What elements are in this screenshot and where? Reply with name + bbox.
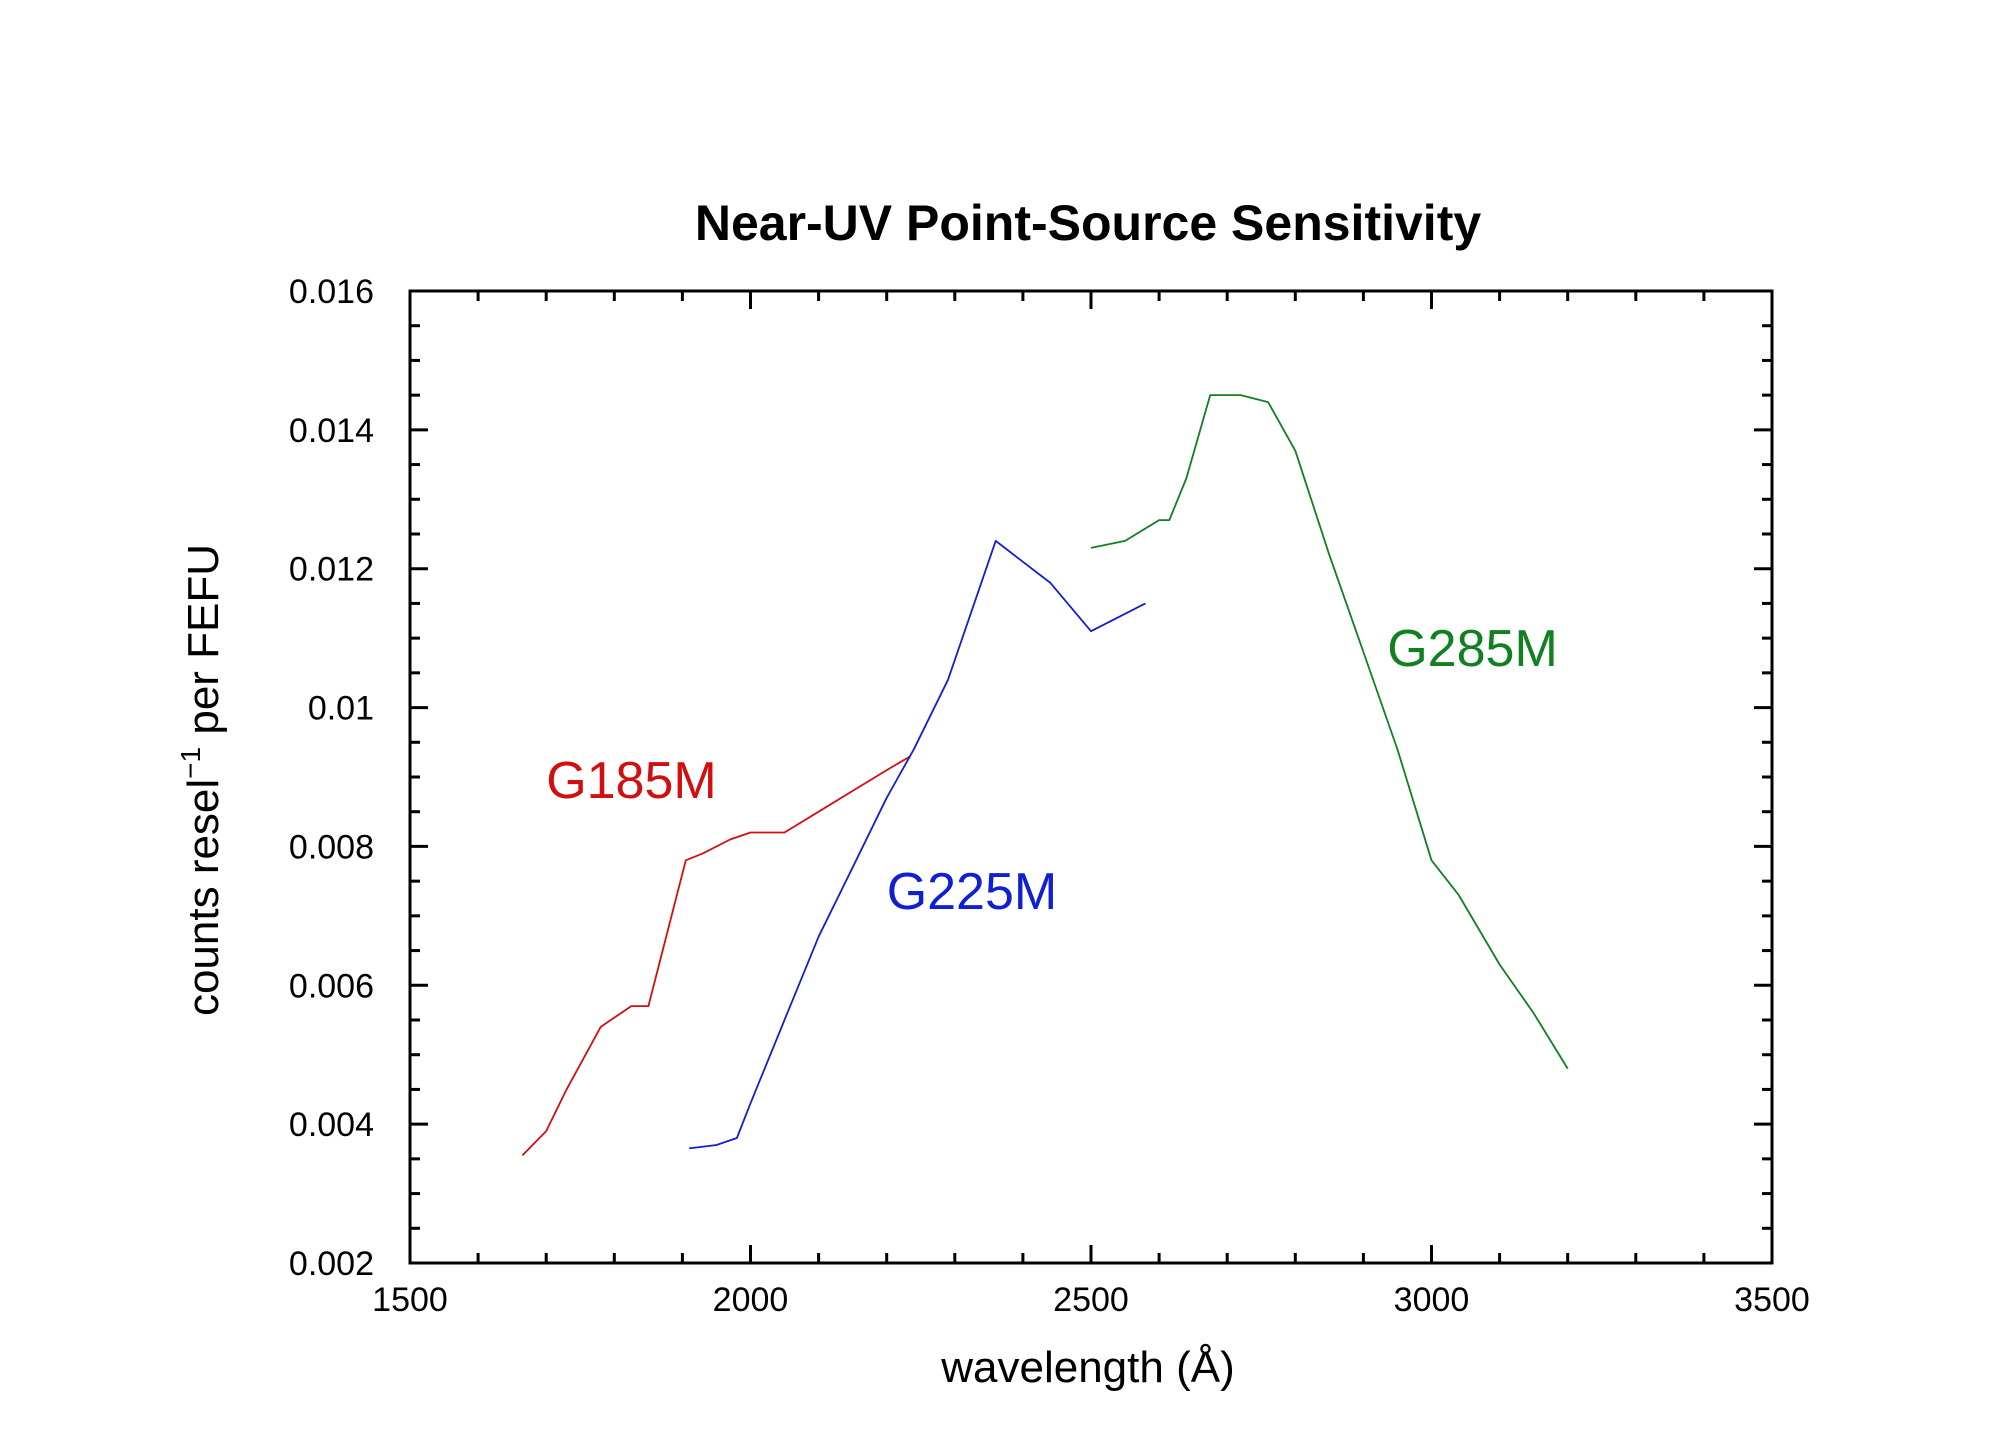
y-axis-label-sup: −1 (175, 747, 206, 779)
y-axis-label-tail: per FEFU (179, 544, 228, 747)
y-tick-label: 0.008 (289, 828, 374, 866)
y-tick-label: 0.012 (289, 551, 374, 589)
x-tick-label: 3000 (1394, 1281, 1470, 1319)
y-tick-label: 0.01 (308, 690, 374, 728)
y-tick-label: 0.014 (289, 412, 374, 450)
y-tick-label: 0.006 (289, 967, 374, 1005)
y-tick-label: 0.002 (289, 1245, 374, 1283)
series-line-g225m (689, 540, 1146, 1150)
series-label-g185m: G185M (546, 752, 717, 810)
x-tick-label: 3500 (1734, 1281, 1810, 1319)
series-annotations: G185M G225M G285M (546, 620, 1558, 921)
x-tick-labels: 1500 2000 2500 3000 3500 (372, 1281, 1810, 1319)
axis-ticks (408, 289, 1774, 1265)
y-tick-labels: 0.002 0.004 0.006 0.008 0.01 0.012 0.014 0.016 (289, 273, 374, 1283)
series-label-g285m: G285M (1387, 620, 1558, 678)
y-axis-label: counts resel−1 per FEFU (175, 544, 228, 1016)
y-tick-label: 0.016 (289, 273, 374, 311)
plot-frame (408, 289, 1774, 1265)
x-tick-label: 2500 (1053, 1281, 1129, 1319)
y-tick-label: 0.004 (289, 1106, 374, 1144)
chart-title: Near-UV Point-Source Sensitivity (695, 195, 1481, 251)
series-line-g185m (521, 755, 911, 1157)
x-axis-label: wavelength (Å) (940, 1343, 1234, 1392)
x-tick-label: 1500 (372, 1281, 448, 1319)
series-label-g225m: G225M (887, 863, 1058, 921)
y-axis-label-main: counts resel (179, 779, 228, 1016)
series-line-g285m (1090, 394, 1569, 1070)
series-layer (521, 394, 1569, 1157)
x-tick-label: 2000 (713, 1281, 789, 1319)
